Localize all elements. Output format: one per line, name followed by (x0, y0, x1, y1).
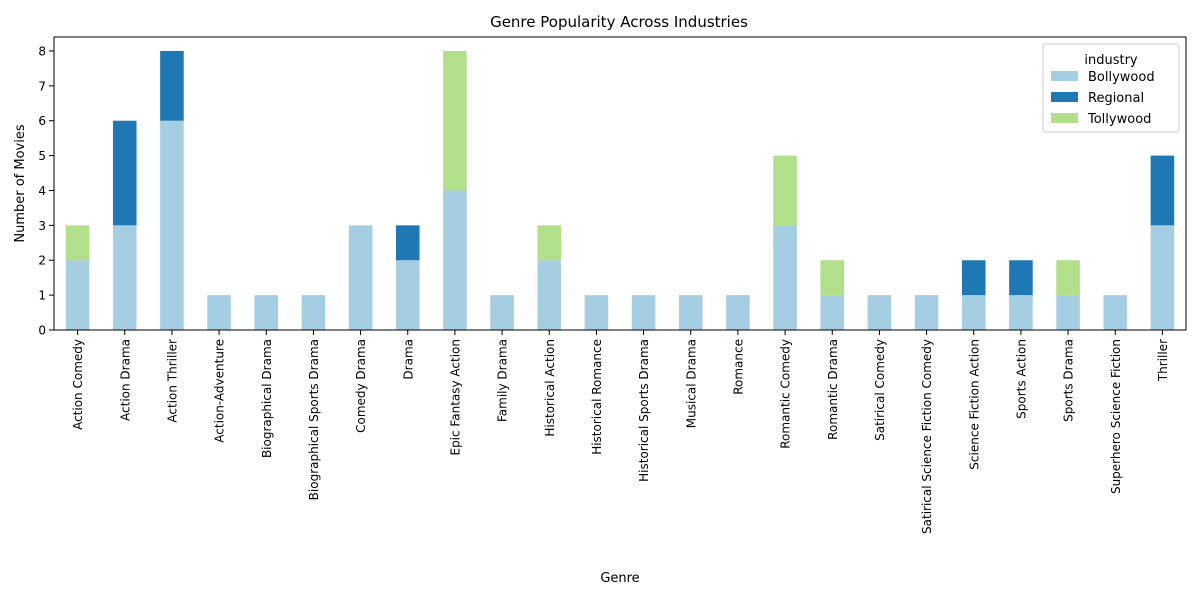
y-tick-label: 6 (38, 114, 46, 128)
bar-tollywood-10 (537, 225, 562, 261)
bar-bollywood-11 (584, 295, 609, 330)
x-tick-label: Science Fiction Action (967, 339, 981, 470)
bar-bollywood-22 (1103, 295, 1128, 330)
x-tick-label: Historical Sports Drama (637, 339, 651, 482)
legend-label-tollywood: Tollywood (1087, 112, 1151, 127)
bar-regional-7 (395, 225, 420, 261)
bar-bollywood-12 (631, 295, 656, 330)
y-tick-label: 1 (38, 289, 46, 303)
x-tick-label: Satirical Comedy (873, 339, 887, 441)
x-tick-label: Action Thriller (165, 339, 179, 423)
bar-bollywood-7 (395, 260, 420, 330)
bar-tollywood-8 (443, 50, 467, 191)
legend: industry Bollywood Regional Tollywood (1042, 43, 1180, 133)
bar-bollywood-3 (207, 295, 231, 330)
y-tick-label: 5 (38, 149, 46, 163)
bar-bollywood-8 (443, 190, 467, 330)
y-tick-label: 8 (38, 44, 46, 58)
y-tick-label: 3 (38, 219, 46, 233)
legend-items: Bollywood Regional Tollywood (1051, 70, 1155, 127)
x-tick-label: Biographical Drama (260, 339, 274, 458)
bar-tollywood-16 (820, 260, 845, 296)
x-tick-label: Romantic Drama (826, 339, 840, 440)
y-axis: 0 1 2 3 4 5 6 7 8 (38, 44, 54, 338)
bar-regional-19 (961, 260, 986, 296)
x-tick-label: Superhero Science Fiction (1109, 339, 1123, 494)
x-tick-label: Romance (731, 339, 745, 395)
bar-bollywood-21 (1056, 295, 1080, 330)
bar-bollywood-4 (254, 295, 279, 330)
bar-bollywood-23 (1150, 225, 1175, 330)
bar-regional-23 (1150, 155, 1175, 226)
y-axis-title: Number of Movies (13, 124, 28, 242)
legend-swatch-tollywood (1051, 113, 1078, 123)
bar-bollywood-15 (773, 225, 797, 330)
x-tick-label: Comedy Drama (354, 339, 368, 433)
x-tick-label: Biographical Sports Drama (307, 339, 321, 500)
legend-label-regional: Regional (1088, 91, 1144, 106)
bar-bollywood-17 (867, 295, 892, 330)
plot-frame (53, 36, 1187, 331)
x-tick-label: Action-Adventure (213, 339, 227, 443)
x-tick-label: Action Drama (118, 339, 132, 421)
bar-bollywood-10 (537, 260, 562, 330)
bar-bollywood-19 (961, 295, 986, 330)
bar-bollywood-5 (301, 295, 326, 330)
x-tick-label: Family Drama (496, 339, 510, 422)
bar-bollywood-18 (914, 295, 939, 330)
y-tick-label: 2 (38, 254, 46, 268)
x-tick-label: Sports Drama (1062, 339, 1076, 422)
bar-bollywood-1 (112, 225, 137, 330)
bar-tollywood-0 (65, 225, 90, 261)
bar-tollywood-21 (1056, 260, 1080, 296)
legend-label-bollywood: Bollywood (1088, 70, 1155, 85)
x-tick-label: Historical Romance (590, 339, 604, 455)
bar-bollywood-6 (348, 225, 373, 330)
y-tick-label: 0 (38, 324, 46, 338)
x-tick-label: Sports Action (1014, 339, 1028, 419)
x-tick-label: Historical Action (543, 339, 557, 437)
x-axis-title: Genre (600, 571, 639, 586)
legend-swatch-bollywood (1051, 71, 1078, 81)
legend-title: industry (1084, 53, 1138, 68)
y-tick-label: 4 (38, 184, 46, 198)
x-tick-label: Thriller (1156, 339, 1170, 382)
x-tick-label: Romantic Comedy (779, 339, 793, 449)
bar-bollywood-9 (490, 295, 514, 330)
bar-bollywood-20 (1009, 295, 1033, 330)
bar-bollywood-0 (65, 260, 90, 330)
bar-bollywood-13 (678, 295, 703, 330)
x-tick-label: Satirical Science Fiction Comedy (920, 339, 934, 534)
x-tick-label: Action Comedy (71, 339, 85, 430)
bar-regional-2 (160, 50, 184, 121)
x-axis: Action Comedy Action Drama Action Thriller… (71, 330, 1170, 534)
bar-regional-1 (112, 120, 137, 226)
bar-bollywood-2 (160, 120, 184, 331)
bar-bollywood-14 (726, 295, 750, 330)
bar-bollywood-16 (820, 295, 845, 330)
x-tick-label: Drama (401, 339, 415, 380)
x-tick-label: Epic Fantasy Action (448, 339, 462, 456)
chart-title: Genre Popularity Across Industries (490, 13, 748, 31)
legend-frame (1042, 43, 1180, 133)
y-tick-label: 7 (38, 79, 46, 93)
x-tick-label: Musical Drama (684, 339, 698, 428)
bar-regional-20 (1009, 260, 1033, 296)
bar-tollywood-15 (773, 155, 797, 226)
bars-layer (65, 50, 1175, 331)
legend-swatch-regional (1051, 92, 1078, 102)
